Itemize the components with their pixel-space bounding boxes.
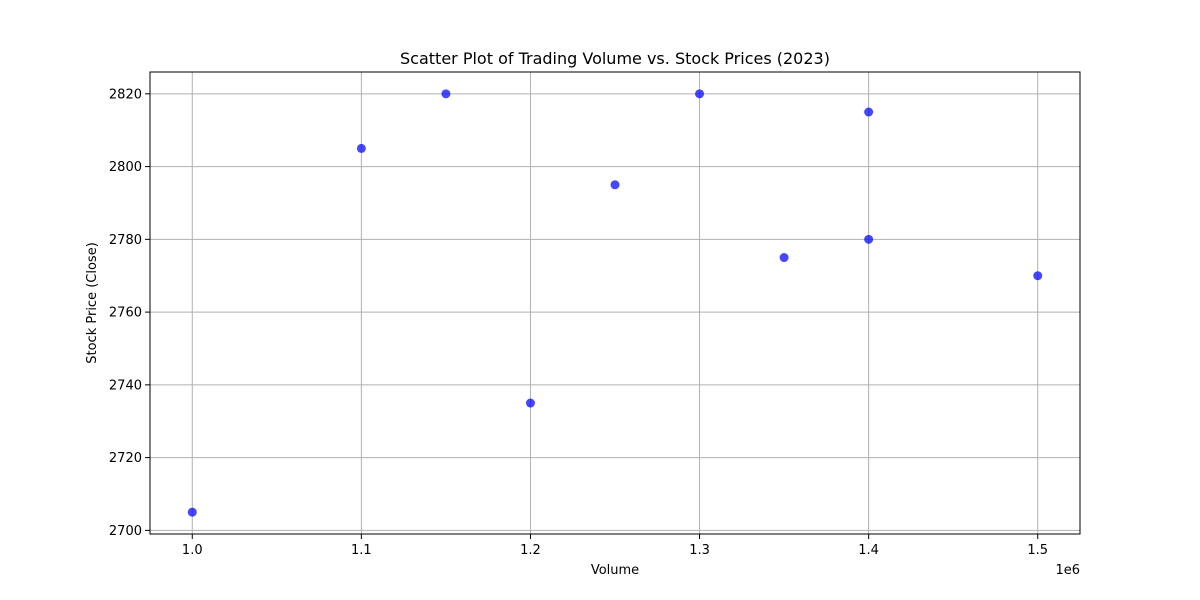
x-axis-ticks: 1.0 1.1 1.2 1.3 1.4 1.5: [182, 534, 1048, 558]
data-point: [864, 107, 874, 117]
data-point: [864, 234, 874, 244]
y-tick-label: 2820: [109, 87, 142, 102]
y-tick-label: 2800: [109, 160, 142, 175]
y-tick-label: 2780: [109, 233, 142, 248]
data-point: [779, 253, 789, 263]
y-tick-label: 2760: [109, 306, 142, 321]
plot-area-frame: [149, 71, 1081, 535]
y-tick-label: 2700: [109, 524, 142, 539]
x-axis-label: Volume: [591, 563, 639, 578]
y-tick-label: 2740: [109, 378, 142, 393]
data-point: [187, 507, 197, 517]
data-point: [525, 398, 535, 408]
y-tick-label: 2720: [109, 451, 142, 466]
data-point: [610, 180, 620, 190]
x-tick-label: 1.4: [858, 543, 879, 558]
chart-title: Scatter Plot of Trading Volume vs. Stock…: [400, 49, 830, 68]
data-point: [1033, 271, 1043, 281]
x-tick-label: 1.3: [689, 543, 710, 558]
x-tick-label: 1.0: [182, 543, 203, 558]
x-tick-label: 1.1: [351, 543, 372, 558]
grid: [150, 72, 1080, 534]
data-point: [356, 143, 366, 153]
data-point: [695, 89, 705, 99]
y-axis-ticks: 2700 2720 2740 2760 2780 2800 2820: [109, 87, 150, 539]
x-tick-label: 1.2: [520, 543, 541, 558]
y-axis-label: Stock Price (Close): [85, 242, 100, 364]
x-tick-label: 1.5: [1027, 543, 1048, 558]
x-axis-offset-label: 1e6: [1055, 563, 1080, 578]
data-point: [441, 89, 451, 99]
data-points: [187, 89, 1043, 517]
